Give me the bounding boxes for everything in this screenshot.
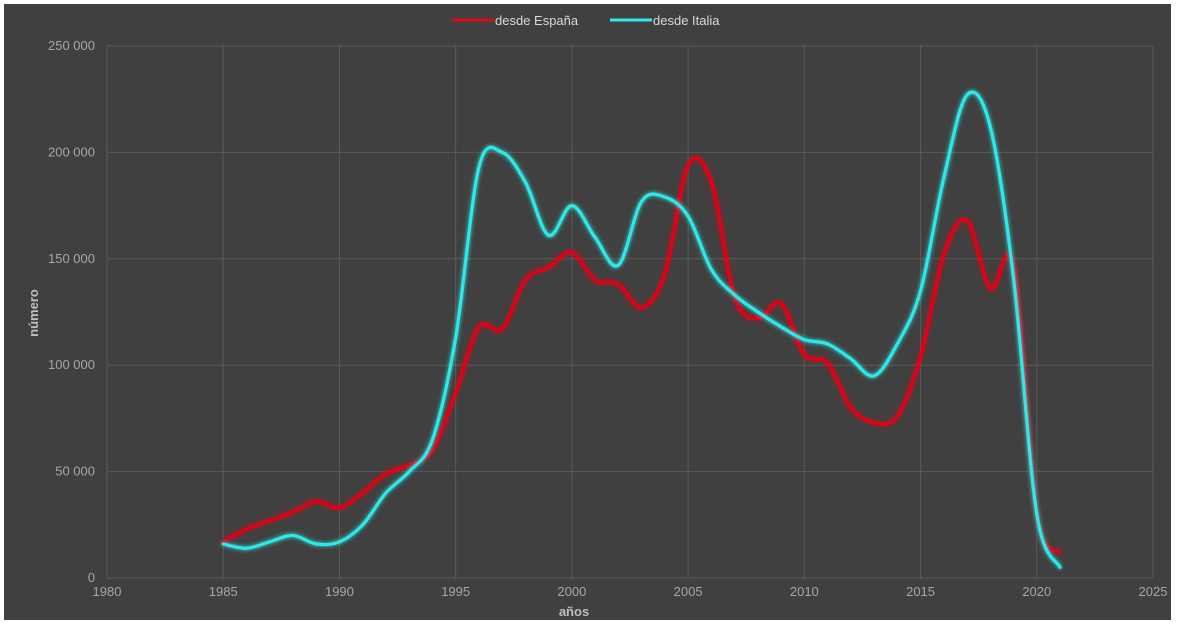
x-tick-label: 2025 <box>1139 584 1168 599</box>
x-tick-label: 2010 <box>790 584 819 599</box>
x-tick-label: 1990 <box>325 584 354 599</box>
chart-container: 1980 1985 1990 1995 2000 2005 2010 2015 2020 2025… <box>4 4 1171 620</box>
legend: desde España desde Italia <box>452 13 720 28</box>
x-axis-ticks: 1980 1985 1990 1995 2000 2005 2010 2015 2020 2025 <box>93 584 1168 599</box>
x-tick-label: 1980 <box>93 584 122 599</box>
line-chart: 1980 1985 1990 1995 2000 2005 2010 2015 2020 2025… <box>4 4 1171 620</box>
x-tick-label: 2015 <box>906 584 935 599</box>
chart-background <box>4 4 1171 620</box>
x-tick-label: 2020 <box>1022 584 1051 599</box>
x-axis-title: años <box>559 604 589 619</box>
x-tick-label: 1985 <box>209 584 238 599</box>
x-tick-label: 2000 <box>557 584 586 599</box>
legend-label-italia: desde Italia <box>653 13 720 28</box>
series-group <box>221 90 1062 569</box>
x-tick-label: 2005 <box>674 584 703 599</box>
y-tick-label: 100 000 <box>48 357 95 372</box>
legend-label-espana: desde España <box>495 13 579 28</box>
y-tick-label: 150 000 <box>48 251 95 266</box>
y-tick-label: 50 000 <box>55 464 95 479</box>
series-line-italia <box>221 90 1062 569</box>
series-line-espana <box>221 156 1062 555</box>
x-tick-label: 1995 <box>441 584 470 599</box>
y-axis-title: número <box>26 289 41 337</box>
y-tick-label: 0 <box>88 570 95 585</box>
y-axis-ticks: 0 50 000 100 000 150 000 200 000 250 000 <box>48 38 95 585</box>
y-tick-label: 200 000 <box>48 144 95 159</box>
y-tick-label: 250 000 <box>48 38 95 53</box>
